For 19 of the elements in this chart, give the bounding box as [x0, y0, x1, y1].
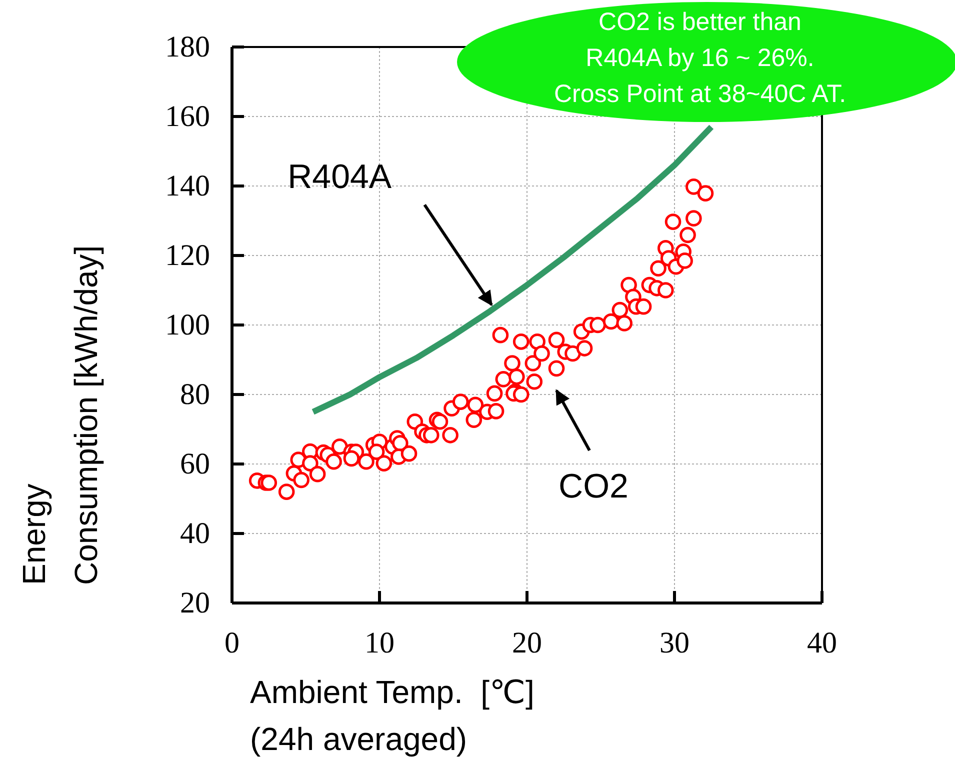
annotation: R404A [288, 158, 392, 196]
y-tick-label: 160 [165, 100, 210, 134]
annotation: CO2 is better than R404A by 16 ~ 26%. Cross Point at 38~40C AT. [554, 8, 846, 108]
y-tick-label: 120 [165, 239, 210, 272]
annotation: CO2 [558, 467, 628, 506]
y-tick-label: 140 [165, 170, 210, 203]
x-tick-label: 30 [660, 626, 690, 660]
y-tick-label: 80 [180, 378, 210, 412]
x-tick-label: 20 [512, 626, 542, 660]
x-tick-label: 0 [224, 626, 240, 660]
y-tick-label: 180 [165, 30, 210, 64]
y-tick-label: 40 [180, 517, 210, 550]
y-axis-title: Energy Consumption [kWh/day] [16, 245, 104, 585]
x-tick-label: 10 [364, 626, 394, 660]
x-axis-title: Ambient Temp. [℃] (24h averaged) [250, 674, 534, 757]
y-tick-label: 100 [165, 308, 210, 342]
y-tick-label: 60 [180, 448, 210, 481]
y-tick-label: 20 [180, 586, 210, 620]
x-tick-label: 40 [807, 626, 837, 660]
